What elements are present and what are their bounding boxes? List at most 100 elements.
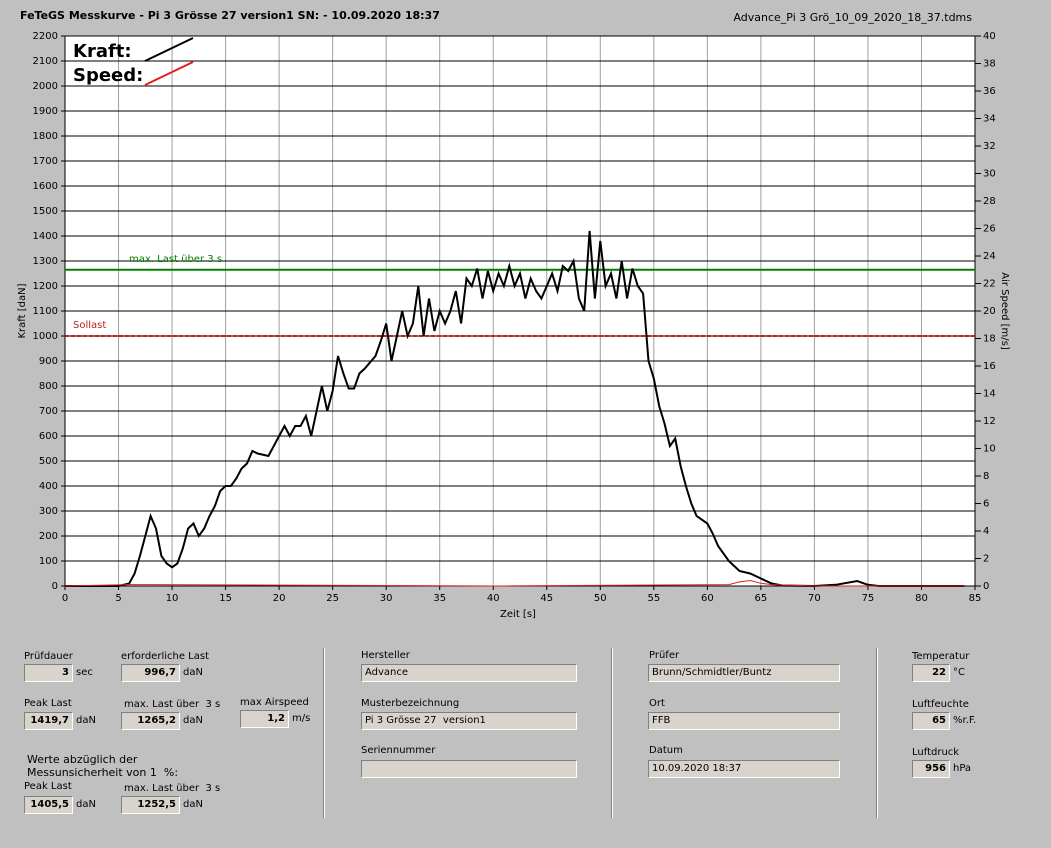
x-tick-label: 10 [166,593,179,604]
x-tick-label: 55 [647,593,660,604]
y-tick-label: 1200 [33,281,58,292]
x-tick-label: 35 [433,593,446,604]
x-tick-label: 60 [701,593,714,604]
field-value: FFB [648,712,840,730]
y2-tick-label: 16 [983,361,996,372]
field-value: 1,2 [240,710,289,728]
y-tick-label: 1900 [33,106,58,117]
field-unit: hPa [953,763,972,774]
y2-tick-label: 2 [983,554,989,565]
field-unit: daN [183,715,203,726]
reference-label: Sollast [73,320,106,331]
field-value: 1252,5 [121,796,180,814]
field-label: Hersteller [361,650,410,661]
y-tick-label: 400 [39,481,58,492]
field-label: Datum [649,745,683,756]
field-label: Peak Last [24,781,72,792]
field-value: 22 [912,664,950,682]
y2-tick-label: 26 [983,224,996,235]
x-tick-label: 30 [380,593,393,604]
field-label: Luftfeuchte [912,699,969,710]
field-unit: daN [183,667,203,678]
field-value: 1419,7 [24,712,73,730]
legend-line [144,61,194,86]
y2-tick-label: 24 [983,251,996,262]
y2-tick-label: 34 [983,114,996,125]
field-unit: %r.F. [953,715,977,726]
y2-tick-label: 6 [983,499,989,510]
y-tick-label: 2200 [33,31,58,42]
field-label: Ort [649,698,665,709]
field-label: Peak Last [24,698,72,709]
y2-tick-label: 4 [983,526,989,537]
field-value [361,760,577,778]
y2-tick-label: 28 [983,196,996,207]
field-unit: m/s [292,713,311,724]
field-value: Brunn/Schmidtler/Buntz [648,664,840,682]
y-tick-label: 800 [39,381,58,392]
y-tick-label: 1000 [33,331,58,342]
field-value: Pi 3 Grösse 27 version1 [361,712,577,730]
y2-tick-label: 0 [983,581,989,592]
field-label: erforderliche Last [121,651,210,662]
x-tick-label: 45 [540,593,553,604]
reference-label: max. Last über 3 s [129,254,222,265]
x-tick-label: 20 [273,593,286,604]
field-label: max Airspeed [240,697,309,708]
y2-tick-label: 20 [983,306,996,317]
field-value: 1265,2 [121,712,180,730]
x-tick-label: 40 [487,593,500,604]
field-unit: daN [76,715,96,726]
field-label: Seriennummer [361,745,436,756]
x-tick-label: 15 [219,593,232,604]
y-tick-label: 0 [52,581,58,592]
y-tick-label: 300 [39,506,58,517]
field-value: 956 [912,760,950,778]
field-value: 10.09.2020 18:37 [648,760,840,778]
data-line [65,230,965,588]
field-label: Temperatur [912,651,970,662]
y-tick-label: 900 [39,356,58,367]
field-label: Prüfer [649,650,680,661]
y-tick-label: 1300 [33,256,58,267]
file-name: Advance_Pi 3 Grö_10_09_2020_18_37.tdms [733,11,972,24]
field-value: 3 [24,664,73,682]
y-tick-label: 2100 [33,56,58,67]
note: Messunsicherheit von 1 %: [27,766,179,779]
y2-tick-label: 22 [983,279,996,290]
x-tick-label: 5 [115,593,121,604]
field-label: Luftdruck [912,747,960,758]
y2-axis-label: Air Speed [m/s] [999,272,1010,350]
legend-label: Kraft: [73,41,132,62]
field-unit: sec [76,667,93,678]
y-axis-label: Kraft [daN] [17,283,28,338]
y-tick-label: 1500 [33,206,58,217]
x-tick-label: 50 [594,593,607,604]
separator [611,648,613,818]
y-tick-label: 1400 [33,231,58,242]
y-tick-label: 200 [39,531,58,542]
chart: FeTeGS Messkurve - Pi 3 Grösse 27 versio… [17,9,1010,620]
title: FeTeGS Messkurve - Pi 3 Grösse 27 versio… [20,9,440,22]
x-tick-label: 85 [969,593,982,604]
x-tick-label: 75 [862,593,875,604]
legend-line [144,37,194,62]
x-tick-label: 70 [808,593,821,604]
y2-tick-label: 40 [983,31,996,42]
x-tick-label: 25 [326,593,339,604]
y-tick-label: 500 [39,456,58,467]
x-tick-label: 80 [915,593,928,604]
y-tick-label: 700 [39,406,58,417]
y-tick-label: 600 [39,431,58,442]
field-value: 1405,5 [24,796,73,814]
field-value: Advance [361,664,577,682]
y2-tick-label: 32 [983,141,996,152]
field-label: Musterbezeichnung [361,698,460,709]
y-tick-label: 100 [39,556,58,567]
y-tick-label: 1800 [33,131,58,142]
field-unit: daN [183,799,203,810]
x-tick-label: 0 [62,593,68,604]
y2-tick-label: 30 [983,169,996,180]
y-tick-label: 1600 [33,181,58,192]
